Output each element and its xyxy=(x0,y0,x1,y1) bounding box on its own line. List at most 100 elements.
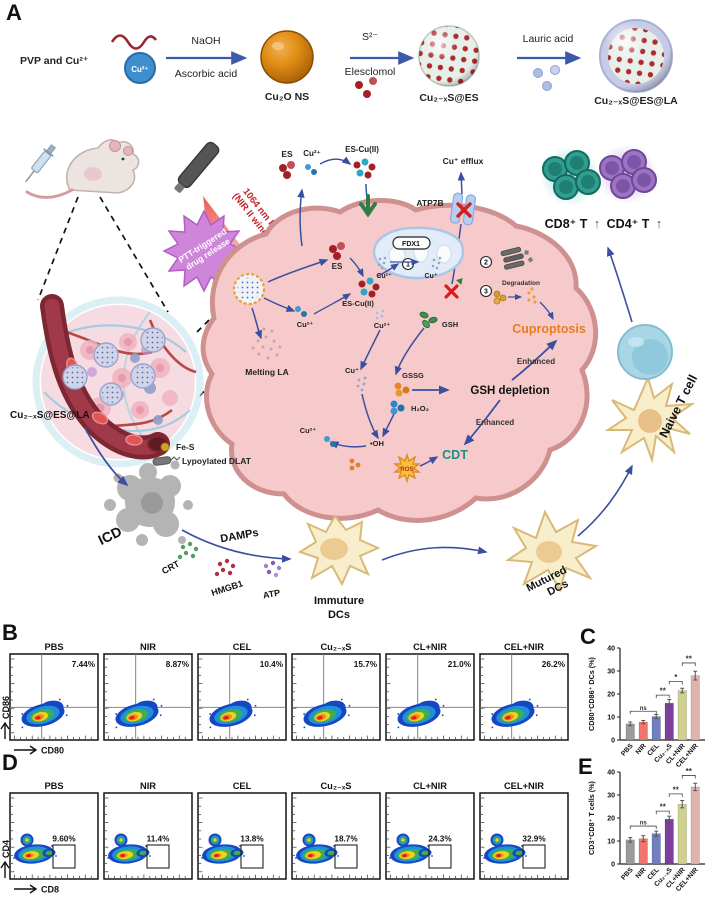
flow-plot-CEL+NIR: CEL+NIR 26.2% xyxy=(479,642,569,741)
flow-plot-PBS: PBS 7.44% xyxy=(9,642,99,741)
density-blob xyxy=(21,698,69,729)
axis-ticks xyxy=(11,797,92,878)
es-in-cluster xyxy=(329,242,345,260)
ros-starburst xyxy=(393,452,421,484)
cuxs-es-sphere xyxy=(418,25,480,87)
mouse xyxy=(25,139,140,199)
step3-circle: 3 xyxy=(484,289,488,296)
efflux-label: Cu⁺ efflux xyxy=(443,156,484,166)
nanoparticle-in-cell xyxy=(232,272,266,306)
density-blob xyxy=(107,833,151,864)
immature-dc-label-2: DCs xyxy=(328,609,350,621)
error-bar xyxy=(654,830,659,837)
density-blob xyxy=(13,833,57,864)
bar-chart-e: 0 10 20 30 40 CD3⁺CD8⁺ T cells (%) PBS NIR CEL Cu… xyxy=(586,758,709,905)
flow-plot-box xyxy=(291,653,381,741)
gssg-cluster xyxy=(394,382,410,397)
elesclomol-label: Elesclomol xyxy=(345,66,396,78)
cu2o-highlight xyxy=(272,42,284,50)
oh-label: •OH xyxy=(370,439,384,448)
y-tick-label: 20 xyxy=(607,692,615,699)
cu2-a-dots xyxy=(295,306,307,317)
cu2o-label: Cu₂O NS xyxy=(265,91,309,103)
cu-ion-cluster-mito-in xyxy=(377,256,387,270)
flow-plot-CL+NIR: CL+NIR 24.3% xyxy=(385,781,475,880)
axis-ticks xyxy=(387,797,468,878)
es-in-label: ES xyxy=(332,262,343,271)
error-bar xyxy=(693,782,698,792)
flow-pct: 7.44% xyxy=(72,660,96,669)
error-bar xyxy=(641,835,646,843)
density-blob xyxy=(397,698,445,729)
syringe-icon xyxy=(25,144,56,183)
cd8-label: CD8⁺ T xyxy=(545,217,588,231)
density-blob xyxy=(295,833,339,864)
flow-plot-title: NIR xyxy=(140,642,156,652)
cu2-b-label: Cu²⁺ xyxy=(374,321,390,330)
bar-CL+NIR xyxy=(677,803,687,865)
flow-plot-title: PBS xyxy=(44,642,63,652)
density-blob xyxy=(201,833,245,864)
arrow-to-escu xyxy=(319,156,352,165)
x-tick-label: PBS xyxy=(620,866,635,881)
cu2-a-label: Cu²⁺ xyxy=(297,320,313,329)
gsh-depletion-label: GSH depletion xyxy=(470,385,549,397)
flow-axis-labels: CD86 CD80 xyxy=(0,696,64,756)
sig-bracket xyxy=(655,810,670,815)
escu-in-label: ES-Cu(II) xyxy=(342,299,374,308)
flow-y-axis-label: CD4 xyxy=(1,840,11,858)
degraded-dots xyxy=(527,287,537,304)
flow-x-axis-label: CD80 xyxy=(41,746,64,756)
escu-out-label: ES-Cu(II) xyxy=(345,145,379,154)
np-to-icd-arrow xyxy=(84,427,129,487)
flow-x-axis-label: CD8 xyxy=(41,885,59,895)
escu-to-mito-arrow xyxy=(377,263,400,277)
error-bar xyxy=(641,719,646,725)
gate-rect xyxy=(146,844,170,869)
cuxs-es-label: Cu₂₋ₓS@ES xyxy=(419,92,478,104)
ros-to-cdt-arrow xyxy=(419,456,439,467)
step2-circle: 2 xyxy=(484,260,488,267)
sig-label: ns xyxy=(640,706,648,712)
bar-PBS xyxy=(625,839,635,865)
ros-label: ROS xyxy=(400,466,413,473)
axis-ticks xyxy=(199,658,280,739)
ascorbic-label: Ascorbic acid xyxy=(175,68,238,80)
y-axis-label: CD3⁺CD8⁺ T cells (%) xyxy=(587,780,596,854)
cuproptosis-steps: 2 3 Degradation Cuproptosis xyxy=(479,246,586,336)
tumor-np-label: Cu₂₋ₓS@ES@LA xyxy=(10,410,90,421)
naive-t-cell xyxy=(604,324,696,464)
cu1-dots xyxy=(356,376,367,392)
y-tick-label: 0 xyxy=(611,738,615,745)
bar-chart-c: 0 10 20 30 40 CD80⁺CD86⁺ DCs (%) PBS NIR CEL Cu₂₋… xyxy=(586,634,709,789)
flow-plot-title: PBS xyxy=(44,781,63,791)
pvp-polymer-squiggle xyxy=(110,34,158,50)
depletion-to-cdt-arrow xyxy=(463,399,501,446)
cu2-c-dots xyxy=(324,436,336,447)
flow-plot-Cu₂₋ₓS: Cu₂₋ₓS 18.7% xyxy=(291,781,381,880)
y-axis-label: CD80⁺CD86⁺ DCs (%) xyxy=(587,656,596,730)
flow-pct: 21.0% xyxy=(448,660,472,669)
pvp-label: PVP and Cu²⁺ xyxy=(20,55,88,67)
error-bar xyxy=(680,687,685,694)
np-to-la-arrow xyxy=(251,307,262,340)
bar-Cu₂₋ₓS xyxy=(664,818,674,865)
atp7b-blocked-x-icon xyxy=(456,202,472,218)
axis-ticks xyxy=(105,797,186,878)
flow-plot-box xyxy=(479,792,569,880)
fes-legend-icon xyxy=(160,442,170,452)
flow-pct: 9.60% xyxy=(52,835,76,844)
np-to-cu-arrow xyxy=(263,297,296,312)
crt-label-group: CRT xyxy=(160,558,181,576)
immature-dc-label-1: Immuture xyxy=(314,595,364,607)
flow-plot-title: CEL+NIR xyxy=(504,642,544,652)
axis-ticks xyxy=(293,658,374,739)
flow-pct: 13.8% xyxy=(240,835,264,844)
arrow-es-export xyxy=(297,188,305,247)
bar-CEL xyxy=(651,833,661,865)
flow-pct: 10.4% xyxy=(260,660,284,669)
flow-pct: 24.3% xyxy=(428,835,452,844)
flow-plot-PBS: PBS 9.60% xyxy=(9,781,99,880)
